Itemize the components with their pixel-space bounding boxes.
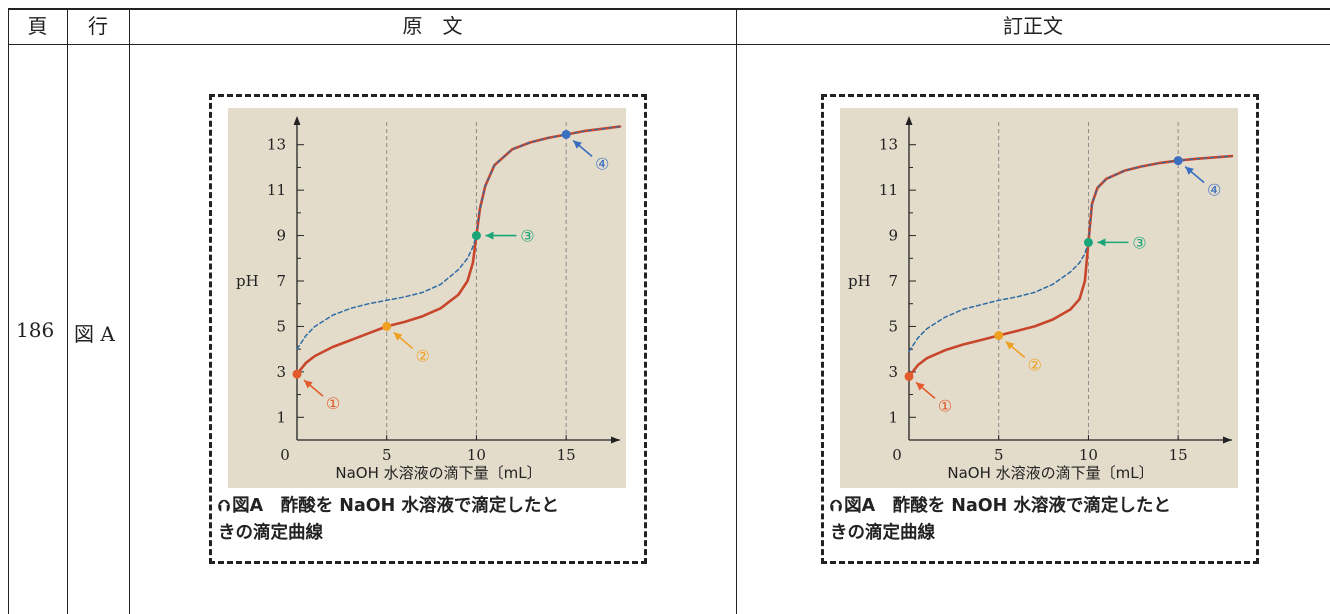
up-arrow-circle-icon: ⮉ (218, 496, 231, 515)
x-tick-label: 5 (994, 446, 1004, 464)
point-marker (561, 129, 571, 139)
point-arrowhead (485, 231, 494, 240)
original-caption-line1: 図A 酢酸を NaOH 水溶液で滴定したと (232, 496, 559, 516)
original-caption: ⮉ 図A 酢酸を NaOH 水溶液で滴定したと きの滴定曲線 (218, 492, 643, 547)
corrected-caption-line1: 図A 酢酸を NaOH 水溶液で滴定したと (844, 496, 1171, 516)
y-tick-label: 13 (879, 136, 898, 154)
y-tick-label: 1 (888, 408, 898, 426)
header-bottom-border (8, 44, 1330, 45)
chart-background (840, 108, 1238, 488)
point-arrowhead (573, 140, 582, 149)
x-axis-label: NaOH 水溶液の滴下量〔mL〕 (947, 464, 1153, 482)
y-axis-arrow (905, 116, 913, 125)
series-overlay-line (1087, 155, 1233, 243)
header-page: 頁 (27, 14, 48, 38)
table-top-border (8, 8, 1330, 10)
y-tick-label: 5 (888, 317, 898, 335)
y-tick-label: 7 (276, 272, 286, 290)
x-axis-label: NaOH 水溶液の滴下量〔mL〕 (335, 464, 541, 482)
y-tick-label: 5 (276, 317, 286, 335)
point-arrowhead (1097, 238, 1106, 247)
col-divider-2 (129, 8, 130, 614)
point-marker (904, 371, 914, 381)
point-label: ④ (1207, 181, 1221, 200)
point-label: ④ (595, 154, 609, 173)
series-dashed-line (296, 234, 478, 350)
series-dashed-line (908, 241, 1090, 353)
y-tick-label: 1 (276, 408, 286, 426)
y-axis-label: pH (848, 272, 871, 290)
point-arrowhead (304, 380, 313, 389)
original-figure-frame (209, 94, 647, 564)
x-tick-label: 15 (1169, 446, 1188, 464)
corrected-chart: 1 3 5 7 9 11 13 0 5 10 15 pH NaOH 水溶液の滴下量〔mL〕 ① ② ③ ④ (840, 108, 1238, 488)
y-axis-label: pH (236, 272, 259, 290)
table-left-border (8, 8, 9, 614)
point-marker (471, 231, 481, 241)
y-tick-label: 3 (888, 363, 898, 381)
x-axis-arrow (1223, 436, 1232, 444)
x-tick-label: 10 (467, 446, 486, 464)
point-marker (292, 369, 302, 379)
point-label: ② (416, 346, 430, 365)
point-label: ② (1028, 356, 1042, 375)
y-tick-label: 11 (879, 181, 898, 199)
original-caption-line2: きの滴定曲線 (218, 523, 323, 543)
header-line: 行 (88, 14, 108, 38)
row-page-number: 186 (16, 318, 55, 342)
y-tick-label: 13 (267, 136, 286, 154)
corrected-caption: ⮉ 図A 酢酸を NaOH 水溶液で滴定したと きの滴定曲線 (830, 492, 1255, 547)
header-corrected: 訂正文 (1003, 14, 1063, 38)
header-original: 原 文 (402, 14, 463, 38)
point-arrowhead (393, 332, 403, 341)
point-label: ③ (1132, 233, 1146, 252)
point-marker (382, 321, 392, 331)
point-marker (1173, 156, 1183, 166)
y-tick-label: 9 (276, 227, 286, 245)
original-chart: 1 3 5 7 9 11 13 0 5 10 15 pH NaOH 水溶液の滴下量〔mL〕 ① ② ③ ④ (228, 108, 626, 488)
x-tick-label: 0 (280, 446, 290, 464)
x-tick-label: 10 (1079, 446, 1098, 464)
row-line-ref: 図 A (74, 322, 115, 346)
point-label: ① (326, 394, 340, 413)
series-solid-line (295, 125, 622, 376)
corrected-figure-frame (821, 94, 1259, 564)
chart-background (228, 108, 626, 488)
series-overlay-line (475, 125, 621, 236)
y-tick-label: 7 (888, 272, 898, 290)
point-arrowhead (916, 382, 925, 391)
point-marker (1083, 237, 1093, 247)
y-tick-label: 3 (276, 363, 286, 381)
corrected-caption-line2: きの滴定曲線 (830, 523, 935, 543)
x-tick-label: 5 (382, 446, 392, 464)
up-arrow-circle-icon: ⮉ (830, 496, 843, 515)
point-label: ③ (520, 227, 534, 246)
point-arrowhead (1005, 341, 1015, 350)
y-axis-arrow (293, 116, 301, 125)
x-tick-label: 15 (557, 446, 576, 464)
y-tick-label: 9 (888, 227, 898, 245)
point-marker (994, 331, 1004, 341)
point-label: ① (938, 396, 952, 415)
col-divider-1 (67, 8, 68, 614)
x-axis-arrow (611, 436, 620, 444)
point-arrowhead (1185, 166, 1194, 175)
col-divider-3 (736, 8, 737, 614)
x-tick-label: 0 (892, 446, 902, 464)
y-tick-label: 11 (267, 181, 286, 199)
